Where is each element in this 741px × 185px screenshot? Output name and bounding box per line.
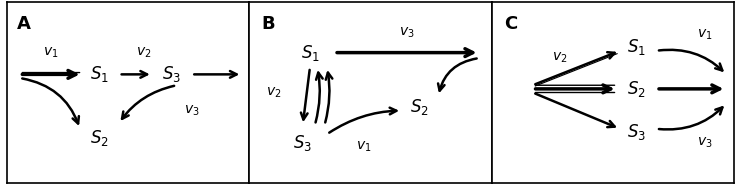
Text: $v_3$: $v_3$ (697, 136, 712, 150)
Text: $v_2$: $v_2$ (136, 45, 152, 60)
Text: $S_1$: $S_1$ (301, 43, 319, 63)
Text: $S_3$: $S_3$ (162, 64, 182, 84)
Text: $v_1$: $v_1$ (43, 45, 59, 60)
Text: $S_3$: $S_3$ (627, 122, 646, 142)
Text: C: C (504, 15, 517, 33)
Text: $S_1$: $S_1$ (628, 37, 646, 57)
Text: $v_2$: $v_2$ (551, 51, 567, 65)
Text: $S_2$: $S_2$ (628, 79, 646, 99)
Text: B: B (262, 15, 275, 33)
Text: $v_1$: $v_1$ (697, 27, 712, 42)
Text: $S_2$: $S_2$ (90, 128, 109, 148)
Text: $v_2$: $v_2$ (266, 85, 282, 100)
Text: $S_2$: $S_2$ (410, 97, 428, 117)
Text: $v_1$: $v_1$ (356, 140, 371, 154)
Text: $v_3$: $v_3$ (184, 103, 199, 118)
Text: $S_3$: $S_3$ (293, 133, 312, 153)
Text: $S_1$: $S_1$ (90, 64, 109, 84)
Text: $v_3$: $v_3$ (399, 26, 415, 40)
Text: A: A (17, 15, 31, 33)
